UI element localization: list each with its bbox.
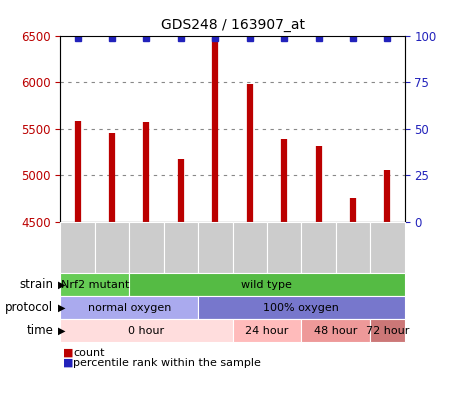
Text: percentile rank within the sample: percentile rank within the sample xyxy=(73,358,261,368)
Text: ▶: ▶ xyxy=(58,326,66,336)
Text: 72 hour: 72 hour xyxy=(365,326,409,336)
Text: ▶: ▶ xyxy=(58,303,66,313)
Text: 100% oxygen: 100% oxygen xyxy=(263,303,339,313)
Text: time: time xyxy=(27,324,53,337)
Text: count: count xyxy=(73,348,105,358)
Title: GDS248 / 163907_at: GDS248 / 163907_at xyxy=(160,18,305,32)
Text: 24 hour: 24 hour xyxy=(245,326,289,336)
Text: strain: strain xyxy=(20,278,53,291)
Text: normal oxygen: normal oxygen xyxy=(87,303,171,313)
Text: 0 hour: 0 hour xyxy=(128,326,165,336)
Text: ■: ■ xyxy=(63,358,73,368)
Text: protocol: protocol xyxy=(6,301,53,314)
Text: 48 hour: 48 hour xyxy=(314,326,358,336)
Text: wild type: wild type xyxy=(241,280,292,290)
Text: ■: ■ xyxy=(63,348,73,358)
Text: Nrf2 mutant: Nrf2 mutant xyxy=(60,280,129,290)
Text: ▶: ▶ xyxy=(58,280,66,290)
